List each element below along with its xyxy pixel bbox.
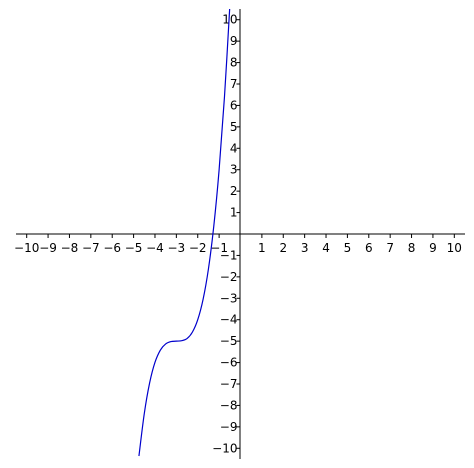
x-tick-label: 3 bbox=[301, 241, 309, 255]
x-tick-label: 5 bbox=[344, 241, 352, 255]
y-tick-label: 8 bbox=[230, 56, 238, 70]
y-tick-label: −1 bbox=[220, 248, 238, 262]
y-tick-label: −3 bbox=[220, 291, 238, 305]
x-tick-label: 10 bbox=[447, 241, 462, 255]
y-tick-label: −10 bbox=[212, 441, 237, 455]
x-tick-label: −9 bbox=[39, 241, 57, 255]
x-tick-label: −1 bbox=[210, 241, 228, 255]
y-tick-label: −9 bbox=[220, 420, 238, 434]
x-tick-label: −6 bbox=[103, 241, 121, 255]
y-tick-label: 2 bbox=[230, 184, 238, 198]
x-tick-label: 6 bbox=[365, 241, 373, 255]
y-tick-label: 5 bbox=[230, 120, 238, 134]
x-axis-ticks: −10 −9 −8 −7 −6 −5 −4 −3 −2 −1 1 2 3 4 5 6 7 8 9 10 bbox=[14, 234, 462, 255]
y-tick-label: −8 bbox=[220, 398, 238, 412]
x-tick-label: −8 bbox=[61, 241, 79, 255]
y-tick-label: 3 bbox=[230, 163, 238, 177]
x-tick-label: −7 bbox=[82, 241, 100, 255]
x-tick-label: −4 bbox=[146, 241, 164, 255]
y-tick-label: −4 bbox=[220, 313, 238, 327]
x-tick-label: 2 bbox=[279, 241, 287, 255]
y-tick-label: 1 bbox=[230, 206, 238, 220]
x-tick-label: 4 bbox=[322, 241, 330, 255]
y-tick-label: −7 bbox=[220, 377, 238, 391]
x-tick-label: −2 bbox=[189, 241, 207, 255]
y-tick-label: 6 bbox=[230, 98, 238, 112]
y-tick-label: −6 bbox=[220, 356, 238, 370]
y-tick-label: −5 bbox=[220, 334, 238, 348]
x-tick-label: −3 bbox=[168, 241, 186, 255]
x-tick-label: 8 bbox=[408, 241, 416, 255]
series-layer bbox=[138, 9, 231, 457]
series-line bbox=[138, 9, 231, 457]
x-tick-label: −10 bbox=[14, 241, 39, 255]
x-tick-label: 9 bbox=[429, 241, 437, 255]
x-tick-label: 1 bbox=[258, 241, 266, 255]
y-tick-label: 10 bbox=[222, 13, 237, 27]
y-tick-label: 7 bbox=[230, 77, 238, 91]
x-tick-label: −5 bbox=[125, 241, 143, 255]
y-tick-label: 9 bbox=[230, 34, 238, 48]
y-tick-label: −2 bbox=[220, 270, 238, 284]
y-tick-label: 4 bbox=[230, 141, 238, 155]
x-tick-label: 7 bbox=[386, 241, 394, 255]
y-axis-ticks: −10 −9 −8 −7 −6 −5 −4 −3 −2 −1 1 2 3 4 5 6 7 8 9 10 bbox=[212, 13, 241, 455]
